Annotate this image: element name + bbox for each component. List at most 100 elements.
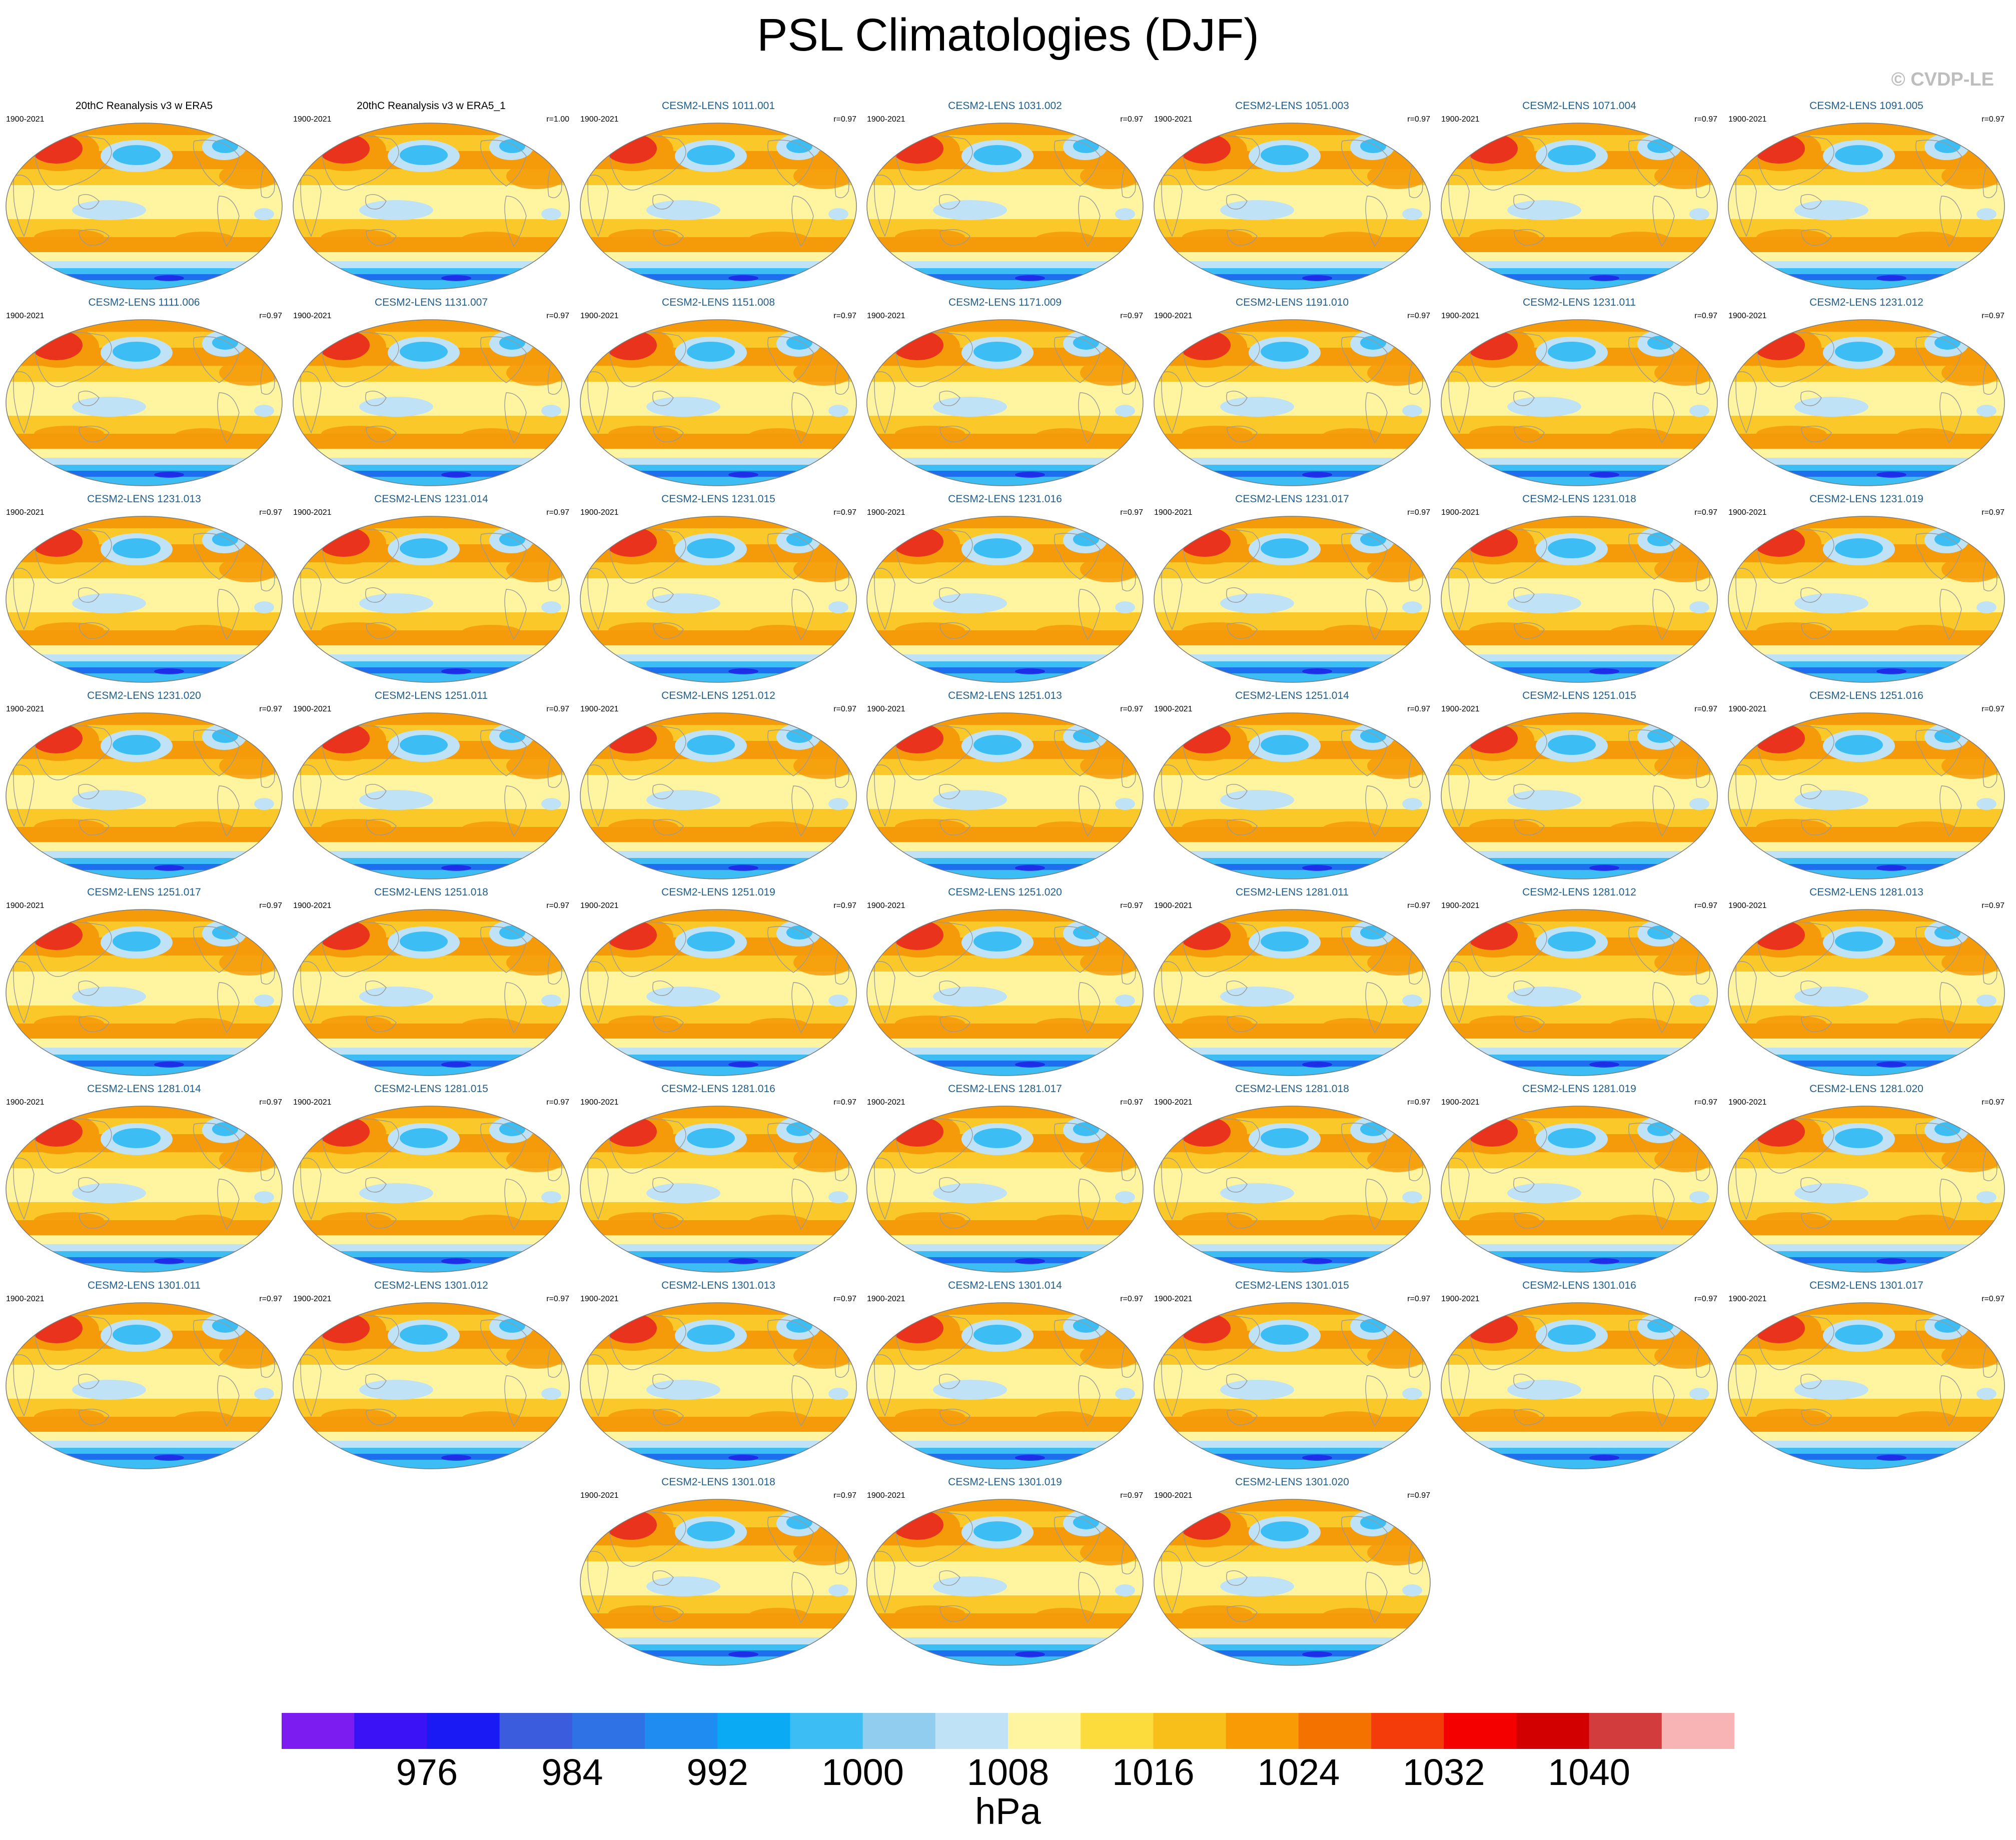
- panel-period: 1900-2021: [1728, 1098, 1767, 1107]
- psl-map: [6, 909, 283, 1076]
- panel-period: 1900-2021: [1441, 1295, 1480, 1303]
- psl-map: [1728, 1302, 2005, 1469]
- psl-field: [6, 909, 282, 1076]
- panel-period: 1900-2021: [6, 508, 45, 517]
- psl-map: [293, 909, 570, 1076]
- panel-pattern-correlation: r=0.97: [1981, 705, 2004, 713]
- psl-map: [1441, 516, 1718, 683]
- psl-map: [580, 516, 857, 683]
- psl-field: [1728, 123, 2004, 289]
- panel-title: CESM2-LENS 1091.005: [1809, 100, 1923, 112]
- panel-title: CESM2-LENS 1031.002: [948, 100, 1062, 112]
- psl-field: [867, 1499, 1143, 1665]
- panel-title: CESM2-LENS 1251.017: [87, 886, 201, 898]
- panel-title: CESM2-LENS 1231.014: [374, 493, 488, 505]
- panel-title: CESM2-LENS 1281.014: [87, 1083, 201, 1095]
- map-panel: CESM2-LENS 1231.013 1900-2021 r=0.97: [4, 493, 284, 688]
- panel-title: CESM2-LENS 1301.014: [948, 1280, 1062, 1291]
- panel-title: 20thC Reanalysis v3 w ERA5_1: [357, 100, 506, 112]
- panel-pattern-correlation: r=0.97: [259, 1098, 282, 1107]
- panel-period: 1900-2021: [867, 901, 905, 910]
- panel-period: 1900-2021: [6, 705, 45, 713]
- colorbar-swatch: [1008, 1713, 1081, 1749]
- map-panel: 20thC Reanalysis v3 w ERA5 1900-2021: [4, 100, 284, 295]
- panel-pattern-correlation: r=0.97: [1981, 1098, 2004, 1107]
- map-panel: CESM2-LENS 1281.018 1900-2021 r=0.97: [1152, 1083, 1432, 1278]
- psl-map: [1154, 516, 1431, 683]
- colorbar-swatch: [862, 1713, 936, 1749]
- map-panel: CESM2-LENS 1301.019 1900-2021 r=0.97: [865, 1476, 1145, 1671]
- panel-pattern-correlation: r=0.97: [833, 901, 856, 910]
- panel-title: CESM2-LENS 1281.019: [1522, 1083, 1636, 1095]
- psl-map: [580, 1106, 857, 1273]
- psl-field: [6, 320, 282, 486]
- psl-map: [1441, 1302, 1718, 1469]
- psl-field: [1441, 1106, 1717, 1272]
- map-panel: CESM2-LENS 1171.009 1900-2021 r=0.97: [865, 297, 1145, 492]
- panel-period: 1900-2021: [867, 1295, 905, 1303]
- colorbar-swatch: [790, 1713, 863, 1749]
- panel-period: 1900-2021: [293, 115, 332, 124]
- panel-title: CESM2-LENS 1301.012: [374, 1280, 488, 1291]
- panel-pattern-correlation: r=0.97: [546, 705, 569, 713]
- panel-pattern-correlation: r=0.97: [833, 705, 856, 713]
- map-panel: CESM2-LENS 1301.018 1900-2021 r=0.97: [578, 1476, 858, 1671]
- panel-period: 1900-2021: [6, 1295, 45, 1303]
- colorbar-units: hPa: [975, 1790, 1041, 1832]
- map-panel: CESM2-LENS 1301.017 1900-2021 r=0.97: [1726, 1280, 2006, 1475]
- colorbar-labels: 976 984 992 1000 1008 1016 1024 1032 1040: [0, 1751, 2016, 1793]
- psl-field: [6, 516, 282, 682]
- psl-field: [1728, 516, 2004, 682]
- colorbar-swatch: [572, 1713, 645, 1749]
- panel-pattern-correlation: r=0.97: [546, 1295, 569, 1303]
- panel-title: CESM2-LENS 1281.015: [374, 1083, 488, 1095]
- panel-pattern-correlation: r=0.97: [1407, 901, 1430, 910]
- panel-period: 1900-2021: [580, 508, 619, 517]
- psl-field: [1728, 1303, 2004, 1469]
- panel-pattern-correlation: r=0.97: [1120, 1295, 1143, 1303]
- psl-map: [1154, 712, 1431, 879]
- colorbar-swatch: [499, 1713, 573, 1749]
- panel-period: 1900-2021: [867, 508, 905, 517]
- psl-map: [293, 1106, 570, 1273]
- map-panel: CESM2-LENS 1031.002 1900-2021 r=0.97: [865, 100, 1145, 295]
- panel-title: CESM2-LENS 1231.016: [948, 493, 1062, 505]
- psl-map: [866, 319, 1144, 486]
- colorbar-swatch: [1444, 1713, 1517, 1749]
- panel-period: 1900-2021: [1154, 1491, 1193, 1500]
- psl-field: [580, 1499, 856, 1665]
- panel-title: CESM2-LENS 1251.014: [1235, 690, 1349, 701]
- colorbar-tick-label: 1040: [1548, 1751, 1630, 1793]
- panel-period: 1900-2021: [580, 901, 619, 910]
- panel-title: CESM2-LENS 1231.012: [1809, 297, 1923, 308]
- panel-title: CESM2-LENS 1071.004: [1522, 100, 1636, 112]
- panel-pattern-correlation: r=0.97: [1694, 1295, 1717, 1303]
- panel-period: 1900-2021: [1728, 312, 1767, 320]
- map-panel: CESM2-LENS 1281.012 1900-2021 r=0.97: [1439, 886, 1719, 1082]
- panel-period: 1900-2021: [1154, 115, 1193, 124]
- psl-field: [580, 909, 856, 1076]
- psl-field: [580, 1303, 856, 1469]
- panel-period: 1900-2021: [1154, 901, 1193, 910]
- panel-period: 1900-2021: [1441, 1098, 1480, 1107]
- psl-field: [293, 713, 569, 879]
- figure-title: PSL Climatologies (DJF): [757, 10, 1259, 61]
- panel-period: 1900-2021: [1154, 312, 1193, 320]
- colorbar-swatch: [1516, 1713, 1590, 1749]
- map-panel: CESM2-LENS 1231.011 1900-2021 r=0.97: [1439, 297, 1719, 492]
- panel-title: CESM2-LENS 1281.017: [948, 1083, 1062, 1095]
- panel-period: 1900-2021: [1154, 1295, 1193, 1303]
- psl-map: [866, 909, 1144, 1076]
- panel-title: CESM2-LENS 1251.012: [661, 690, 775, 701]
- map-panel: CESM2-LENS 1281.015 1900-2021 r=0.97: [291, 1083, 571, 1278]
- colorbar-swatch: [935, 1713, 1009, 1749]
- panel-period: 1900-2021: [1154, 705, 1193, 713]
- psl-map: [1154, 123, 1431, 290]
- panel-pattern-correlation: r=0.97: [1694, 1098, 1717, 1107]
- panel-period: 1900-2021: [1441, 508, 1480, 517]
- panel-pattern-correlation: r=0.97: [1407, 115, 1430, 124]
- panel-period: 1900-2021: [293, 705, 332, 713]
- panel-period: 1900-2021: [1728, 705, 1767, 713]
- psl-map: [1441, 909, 1718, 1076]
- psl-field: [1154, 909, 1430, 1076]
